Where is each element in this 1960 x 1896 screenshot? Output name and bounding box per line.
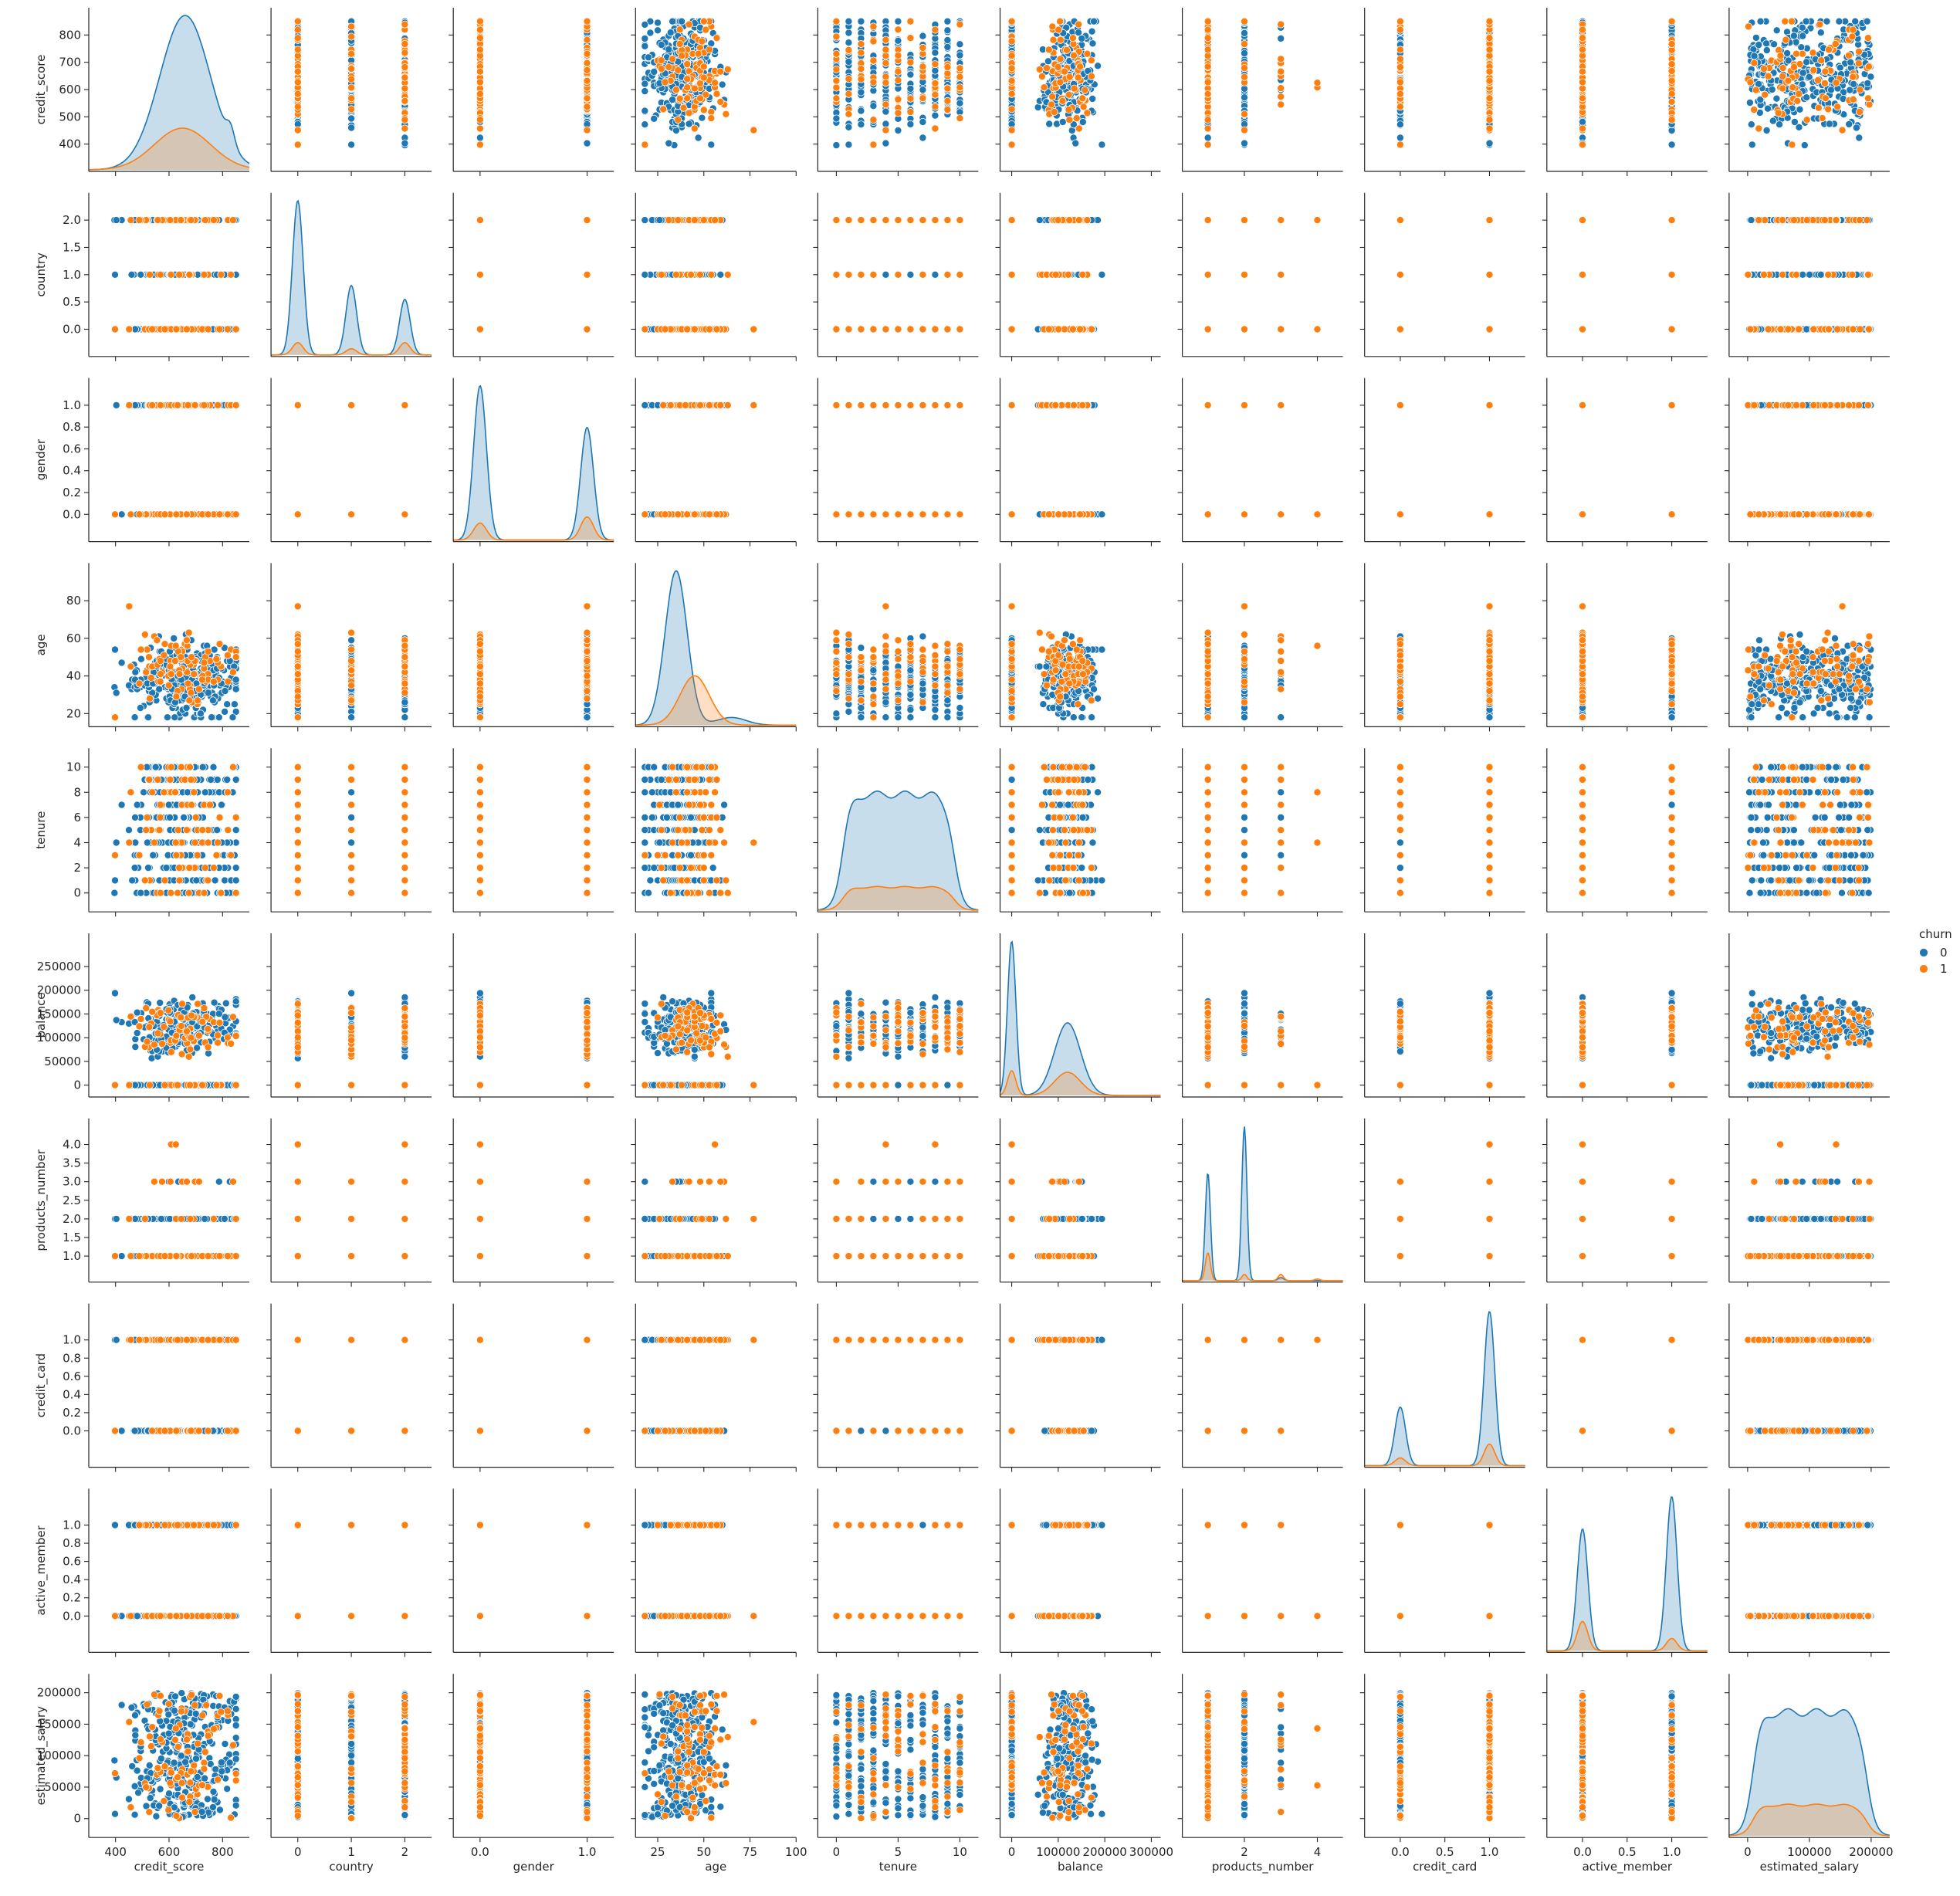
point-churn-0	[348, 115, 355, 122]
point-churn-1	[348, 23, 355, 30]
point-churn-1	[348, 50, 355, 57]
point-churn-1	[401, 21, 408, 28]
point-churn-1	[401, 63, 408, 70]
point-churn-1	[294, 90, 301, 97]
point-churn-0	[476, 134, 483, 141]
point-churn-1	[401, 40, 408, 47]
y-tick-label: 500	[59, 110, 81, 124]
point-churn-1	[476, 90, 483, 97]
point-churn-1	[348, 33, 355, 40]
point-churn-1	[294, 127, 301, 134]
point-churn-0	[348, 124, 355, 131]
point-churn-0	[584, 140, 591, 147]
point-churn-0	[719, 81, 726, 88]
point-churn-1	[348, 84, 355, 91]
point-churn-1	[401, 97, 408, 104]
point-churn-1	[476, 125, 483, 132]
point-churn-1	[476, 35, 483, 42]
point-churn-1	[294, 26, 301, 33]
point-churn-1	[476, 18, 483, 25]
point-churn-1	[584, 127, 591, 134]
y-tick-label: 600	[59, 83, 81, 96]
point-churn-1	[401, 117, 408, 124]
point-churn-1	[401, 49, 408, 56]
point-churn-1	[476, 79, 483, 86]
point-churn-0	[348, 141, 355, 148]
point-churn-1	[584, 18, 591, 25]
point-churn-1	[584, 95, 591, 102]
point-churn-1	[348, 66, 355, 73]
point-churn-1	[348, 106, 355, 113]
point-churn-1	[476, 46, 483, 53]
point-churn-1	[584, 66, 591, 73]
point-churn-1	[584, 50, 591, 57]
point-churn-1	[294, 18, 301, 25]
point-churn-0	[401, 140, 408, 147]
point-churn-1	[401, 85, 408, 92]
y-tick-label: 700	[59, 56, 81, 69]
point-churn-1	[476, 117, 483, 124]
y-tick-label: 800	[59, 28, 81, 42]
y-axis-label: credit_score	[34, 55, 49, 125]
point-churn-0	[651, 115, 658, 122]
point-churn-1	[476, 26, 483, 33]
point-churn-1	[401, 125, 408, 132]
point-churn-1	[401, 74, 408, 81]
point-churn-1	[294, 79, 301, 86]
point-churn-1	[584, 59, 591, 66]
point-churn-1	[584, 103, 591, 110]
point-churn-1	[476, 141, 483, 148]
point-churn-1	[584, 36, 591, 43]
point-churn-1	[348, 95, 355, 102]
point-churn-1	[294, 141, 301, 148]
y-tick-label: 400	[59, 137, 81, 151]
point-churn-1	[294, 35, 301, 42]
point-churn-1	[294, 46, 301, 53]
point-churn-0	[641, 42, 648, 49]
point-churn-1	[294, 68, 301, 75]
point-churn-1	[476, 68, 483, 75]
point-churn-1	[294, 103, 301, 110]
point-churn-1	[584, 77, 591, 84]
point-churn-1	[348, 76, 355, 83]
